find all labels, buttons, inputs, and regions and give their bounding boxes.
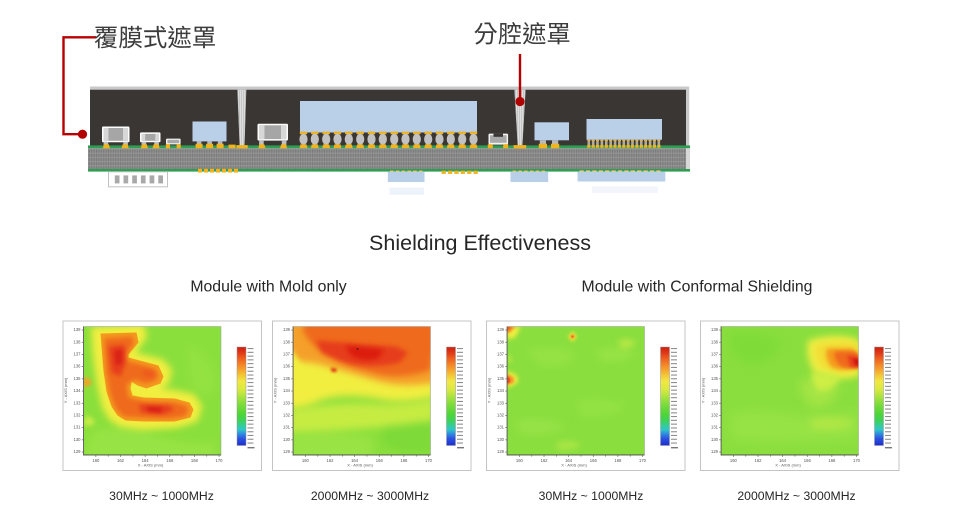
svg-text:136: 136 xyxy=(283,364,291,369)
svg-text:164: 164 xyxy=(565,458,573,463)
svg-text:136: 136 xyxy=(711,364,719,369)
svg-text:133: 133 xyxy=(711,400,719,405)
svg-text:160: 160 xyxy=(92,458,100,463)
svg-text:137: 137 xyxy=(711,352,719,357)
svg-text:166: 166 xyxy=(590,458,598,463)
svg-text:160: 160 xyxy=(730,458,738,463)
svg-text:160: 160 xyxy=(516,458,524,463)
svg-text:162: 162 xyxy=(755,458,763,463)
svg-text:166: 166 xyxy=(166,458,174,463)
svg-text:138: 138 xyxy=(74,339,82,344)
svg-text:170: 170 xyxy=(425,458,433,463)
svg-text:137: 137 xyxy=(74,352,82,357)
svg-text:138: 138 xyxy=(497,339,505,344)
svg-text:30MHz ~ 1000MHz: 30MHz ~ 1000MHz xyxy=(539,489,644,503)
svg-text:X - AXIS (mm): X - AXIS (mm) xyxy=(561,462,587,467)
svg-text:132: 132 xyxy=(283,413,291,418)
svg-text:139: 139 xyxy=(283,327,291,332)
svg-text:132: 132 xyxy=(74,413,82,418)
svg-text:132: 132 xyxy=(711,413,719,418)
svg-text:134: 134 xyxy=(74,388,82,393)
svg-text:135: 135 xyxy=(283,376,291,381)
svg-text:130: 130 xyxy=(497,437,505,442)
svg-text:30MHz ~ 1000MHz: 30MHz ~ 1000MHz xyxy=(109,489,214,503)
svg-text:134: 134 xyxy=(497,388,505,393)
svg-text:139: 139 xyxy=(711,327,719,332)
svg-text:2000MHz ~ 3000MHz: 2000MHz ~ 3000MHz xyxy=(737,489,855,503)
svg-text:Shielding Effectiveness: Shielding Effectiveness xyxy=(369,231,591,255)
svg-text:129: 129 xyxy=(497,449,505,454)
svg-text:Y - AXIS (mm): Y - AXIS (mm) xyxy=(701,377,706,403)
svg-text:162: 162 xyxy=(327,458,335,463)
svg-text:164: 164 xyxy=(779,458,787,463)
svg-text:Y - AXIS (mm): Y - AXIS (mm) xyxy=(487,377,492,403)
svg-text:136: 136 xyxy=(497,364,505,369)
svg-text:162: 162 xyxy=(117,458,125,463)
svg-text:129: 129 xyxy=(711,449,719,454)
svg-text:166: 166 xyxy=(376,458,384,463)
svg-text:135: 135 xyxy=(74,376,82,381)
svg-text:130: 130 xyxy=(283,437,291,442)
svg-text:164: 164 xyxy=(351,458,359,463)
svg-text:Y - AXIS (mm): Y - AXIS (mm) xyxy=(63,377,68,403)
svg-text:Y - AXIS (mm): Y - AXIS (mm) xyxy=(273,377,278,403)
svg-text:129: 129 xyxy=(283,449,291,454)
svg-text:138: 138 xyxy=(711,339,719,344)
svg-text:130: 130 xyxy=(711,437,719,442)
svg-text:132: 132 xyxy=(497,413,505,418)
svg-text:131: 131 xyxy=(74,425,82,430)
svg-text:2000MHz ~ 3000MHz: 2000MHz ~ 3000MHz xyxy=(311,489,429,503)
svg-text:X - AXIS (mm): X - AXIS (mm) xyxy=(138,462,164,467)
svg-text:138: 138 xyxy=(283,339,291,344)
svg-text:129: 129 xyxy=(74,449,82,454)
svg-text:168: 168 xyxy=(614,458,622,463)
svg-text:170: 170 xyxy=(639,458,647,463)
svg-text:130: 130 xyxy=(74,437,82,442)
svg-text:168: 168 xyxy=(828,458,836,463)
svg-text:X - AXIS (mm): X - AXIS (mm) xyxy=(347,462,373,467)
svg-text:160: 160 xyxy=(302,458,310,463)
svg-text:137: 137 xyxy=(497,352,505,357)
svg-text:131: 131 xyxy=(283,425,291,430)
svg-text:X - AXIS (mm): X - AXIS (mm) xyxy=(775,462,801,467)
svg-text:139: 139 xyxy=(497,327,505,332)
svg-text:162: 162 xyxy=(541,458,549,463)
svg-text:168: 168 xyxy=(191,458,199,463)
svg-text:Module with Conformal Shieldin: Module with Conformal Shielding xyxy=(582,279,813,296)
svg-text:136: 136 xyxy=(74,364,82,369)
svg-text:131: 131 xyxy=(711,425,719,430)
svg-text:170: 170 xyxy=(216,458,224,463)
svg-text:Module with Mold only: Module with Mold only xyxy=(190,279,346,296)
svg-text:134: 134 xyxy=(711,388,719,393)
svg-text:135: 135 xyxy=(711,376,719,381)
svg-text:131: 131 xyxy=(497,425,505,430)
svg-text:170: 170 xyxy=(853,458,861,463)
svg-text:134: 134 xyxy=(283,388,291,393)
svg-text:168: 168 xyxy=(400,458,408,463)
svg-text:133: 133 xyxy=(74,400,82,405)
svg-text:133: 133 xyxy=(497,400,505,405)
svg-text:133: 133 xyxy=(283,400,291,405)
svg-text:139: 139 xyxy=(74,327,82,332)
svg-text:166: 166 xyxy=(804,458,812,463)
svg-text:164: 164 xyxy=(142,458,150,463)
svg-text:135: 135 xyxy=(497,376,505,381)
svg-text:137: 137 xyxy=(283,352,291,357)
